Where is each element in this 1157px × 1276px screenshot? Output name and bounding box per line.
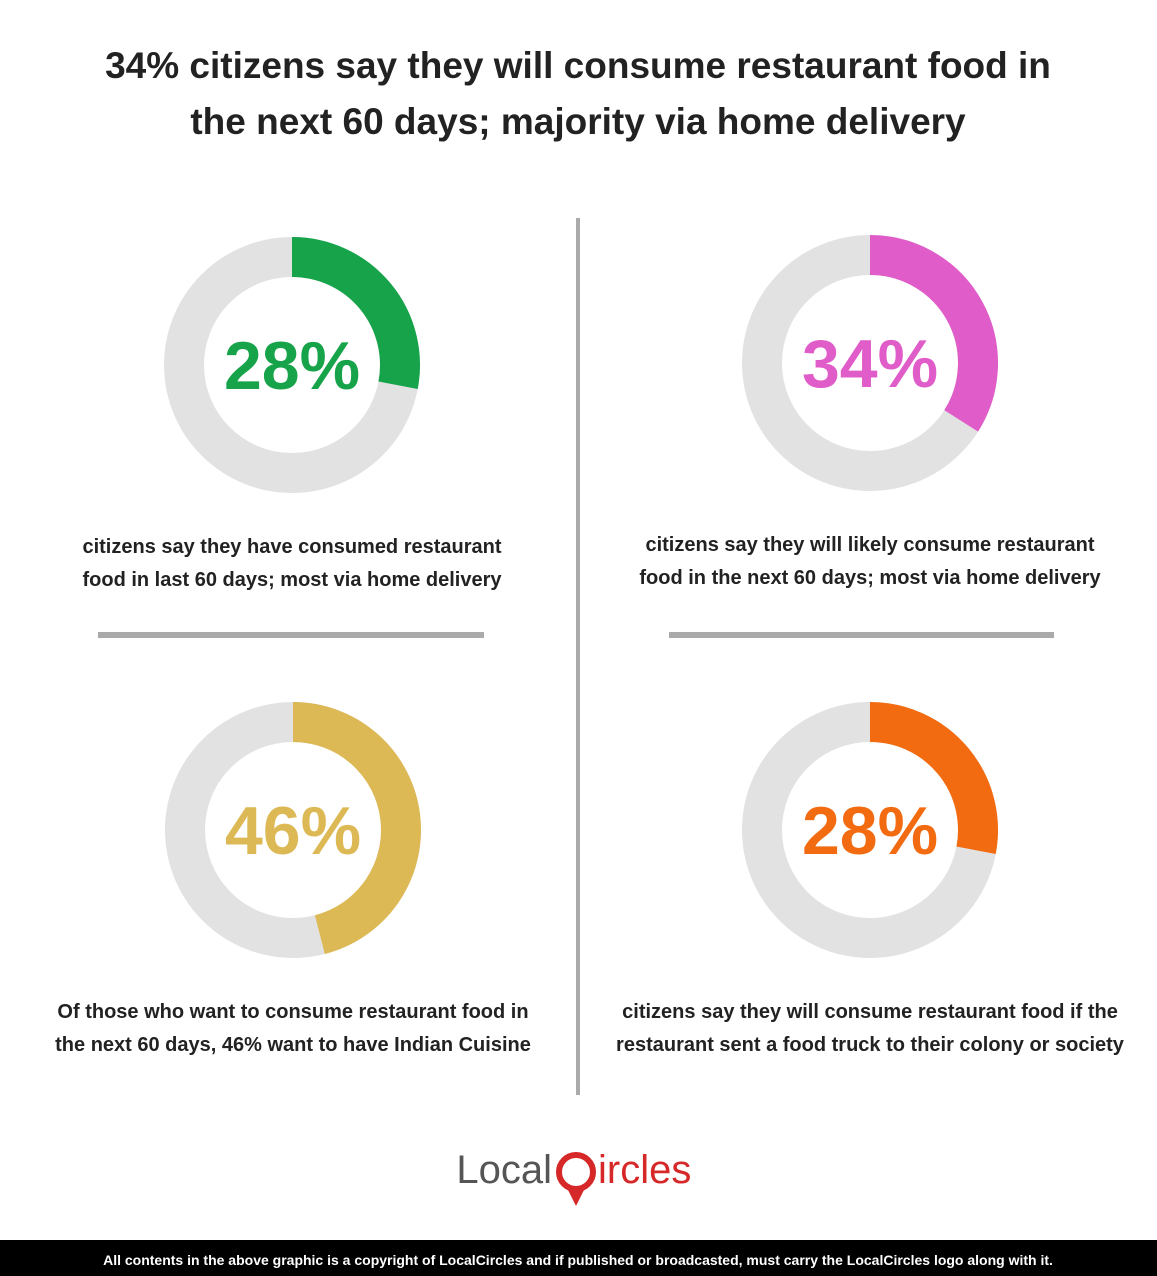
footer-bar	[0, 1240, 1157, 1276]
caption: food in last 60 days; most via home deli…	[82, 569, 502, 591]
logo: Local ircles	[456, 1148, 691, 1206]
donut-segment	[869, 235, 998, 432]
caption: restaurant sent a food truck to their co…	[616, 1034, 1125, 1056]
caption: citizens say they have consumed restaura…	[82, 536, 501, 558]
logo-text: Local	[456, 1148, 552, 1192]
caption: food in the next 60 days; most via home …	[639, 567, 1101, 589]
title-line: the next 60 days; majority via home deli…	[190, 101, 966, 142]
logo-icon	[566, 1186, 586, 1206]
value-label: 46%	[225, 793, 361, 869]
logo-text: ircles	[598, 1148, 691, 1192]
donut-segment	[291, 237, 420, 389]
value-label: 34%	[802, 326, 938, 402]
title-line: 34% citizens say they will consume resta…	[105, 45, 1051, 86]
caption: the next 60 days, 46% want to have India…	[55, 1034, 531, 1056]
caption: citizens say they will likely consume re…	[645, 534, 1094, 556]
caption: Of those who want to consume restaurant …	[57, 1001, 528, 1023]
value-label: 28%	[224, 328, 360, 404]
value-label: 28%	[802, 793, 938, 869]
footer-text: All contents in the above graphic is a c…	[103, 1252, 1053, 1268]
donut-segment	[869, 702, 998, 854]
donut-segment	[292, 702, 421, 954]
caption: citizens say they will consume restauran…	[622, 1001, 1118, 1023]
